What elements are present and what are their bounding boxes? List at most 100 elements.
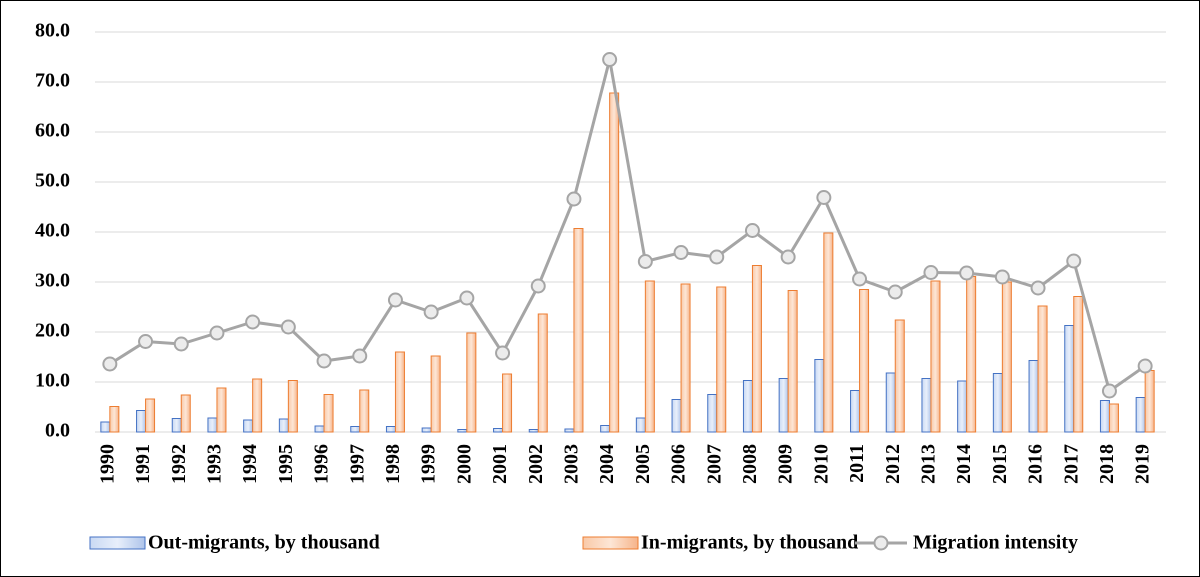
line-marker (1030, 280, 1046, 296)
x-tick-label: 2015 (989, 444, 1011, 484)
bar (1064, 325, 1075, 433)
x-tick-label: 2000 (453, 444, 475, 484)
legend-swatch (89, 536, 146, 550)
bar (716, 286, 727, 433)
x-tick-label: 2019 (1132, 444, 1154, 484)
line-marker (173, 336, 189, 352)
bar (1144, 370, 1155, 433)
line-marker (280, 319, 296, 335)
line-marker (780, 249, 796, 265)
line-marker (637, 254, 653, 269)
x-tick-label: 2014 (953, 444, 975, 484)
bar (493, 428, 504, 433)
bar (537, 313, 548, 433)
bar (751, 265, 762, 433)
bar (466, 332, 477, 433)
bar (216, 387, 227, 433)
bar (1001, 281, 1012, 433)
x-tick-label: 2011 (846, 444, 868, 483)
x-tick-label: 1996 (311, 444, 333, 484)
y-tick-label: 80.0 (35, 20, 70, 42)
bar (894, 319, 905, 433)
line-marker (887, 284, 903, 300)
bar (528, 429, 539, 433)
bar (742, 380, 753, 433)
legend-label: Out-migrants, by thousand (148, 532, 380, 554)
bar (957, 380, 968, 433)
bar (644, 280, 655, 433)
bar (1108, 403, 1119, 433)
x-tick-label: 2004 (596, 444, 618, 484)
y-tick-label: 30.0 (35, 270, 70, 292)
x-tick-label: 1993 (204, 444, 226, 484)
x-tick-label: 2010 (810, 444, 832, 484)
bar (252, 378, 263, 433)
y-tick-label: 20.0 (35, 320, 70, 342)
bar (145, 398, 156, 433)
x-tick-label: 2013 (918, 444, 940, 484)
bar (966, 276, 977, 433)
line-marker (852, 271, 868, 287)
line-marker (138, 334, 154, 349)
x-tick-label: 2008 (739, 444, 761, 484)
x-tick-label: 2017 (1060, 444, 1082, 484)
x-tick-label: 2002 (525, 444, 547, 484)
bar (707, 394, 718, 433)
bar (573, 228, 584, 433)
line-marker (1101, 383, 1117, 399)
bar (814, 359, 825, 433)
line-marker (423, 304, 439, 320)
line-marker (709, 249, 725, 265)
bar (930, 280, 941, 433)
line-marker (816, 190, 832, 205)
line-marker (1137, 358, 1153, 374)
line-marker (530, 278, 546, 294)
bar (921, 378, 932, 433)
x-tick-label: 2001 (489, 444, 511, 484)
bar (421, 427, 432, 433)
line-marker (673, 245, 689, 260)
bar (323, 394, 334, 433)
x-tick-label: 1995 (275, 444, 297, 484)
bar (278, 418, 289, 433)
bar (850, 390, 861, 433)
bar (823, 232, 834, 433)
y-tick-label: 60.0 (35, 120, 70, 142)
bar (1135, 397, 1146, 433)
bar (457, 429, 468, 433)
bar (350, 426, 361, 433)
x-tick-label: 1999 (418, 444, 440, 484)
bar (136, 410, 147, 433)
x-tick-label: 1997 (346, 444, 368, 484)
bar (100, 421, 111, 433)
x-tick-label: 1994 (239, 444, 261, 484)
line-marker (387, 292, 403, 308)
bar (430, 355, 441, 433)
line-marker (245, 314, 261, 330)
y-tick-label: 50.0 (35, 170, 70, 192)
bar (171, 418, 182, 433)
x-tick-label: 2007 (703, 444, 725, 484)
line-marker (602, 52, 618, 67)
bar (314, 425, 325, 433)
x-tick-label: 2016 (1025, 444, 1047, 484)
bar (287, 380, 298, 433)
bar (1037, 305, 1048, 433)
line-marker (102, 356, 118, 372)
x-tick-label: 1992 (168, 444, 190, 484)
y-tick-label: 0.0 (45, 420, 70, 442)
bar (1028, 360, 1039, 433)
bar (385, 426, 396, 433)
bar (1073, 296, 1084, 433)
bar (502, 373, 513, 433)
bar (635, 417, 646, 433)
bar (992, 373, 1003, 433)
bar (564, 428, 575, 433)
x-tick-label: 1998 (382, 444, 404, 484)
bar (787, 290, 798, 433)
line-marker (352, 348, 368, 364)
legend-label: Migration intensity (913, 532, 1078, 554)
legend-swatch (873, 535, 889, 551)
